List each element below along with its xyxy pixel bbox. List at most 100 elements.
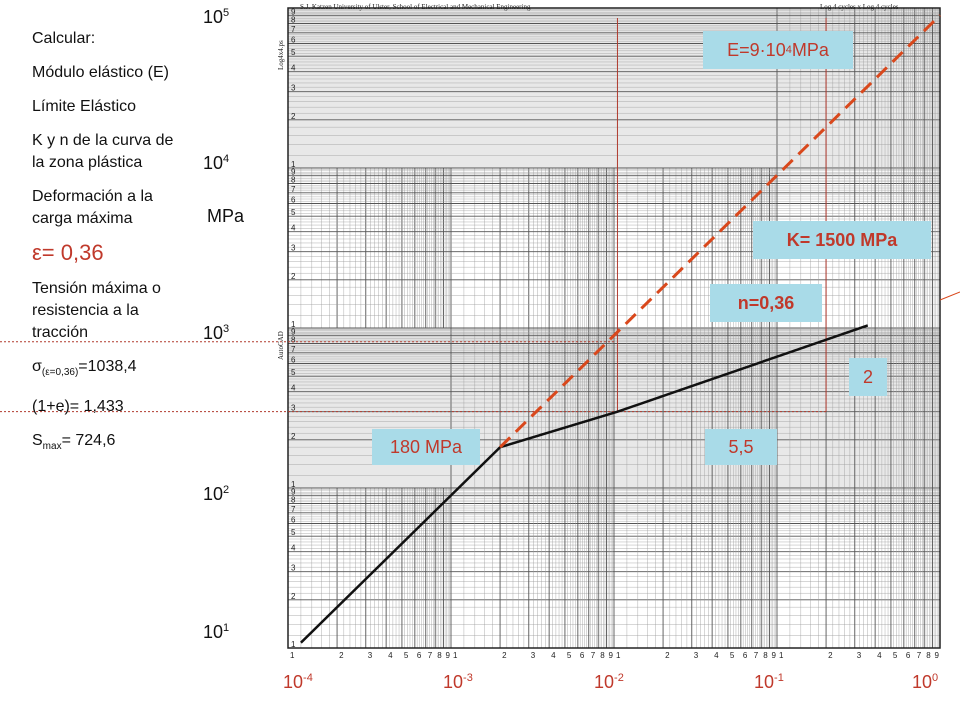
x-tick-label: 10-4 <box>283 672 313 692</box>
paper-x-digit: 6 <box>580 651 585 660</box>
paper-x-digit: 5 <box>567 651 572 660</box>
paper-x-digit: 1 <box>779 651 784 660</box>
paper-y-digit: 6 <box>291 35 296 44</box>
paper-x-digit: 7 <box>428 651 433 660</box>
log-grid <box>287 7 941 649</box>
paper-y-digit: 3 <box>291 564 296 573</box>
y-tick-label: 102 <box>203 484 230 504</box>
paper-y-digit: 7 <box>291 505 296 514</box>
paper-y-digit: 2 <box>291 592 296 601</box>
guide-lines <box>0 18 827 413</box>
rise-label: 2 <box>849 358 887 396</box>
paper-x-digit: 7 <box>917 651 922 660</box>
paper-x-digit: 8 <box>763 651 768 660</box>
paper-y-digit: 4 <box>291 224 296 233</box>
paper-y-digit: 1 <box>291 480 296 489</box>
x-tick-label: 10-3 <box>443 672 473 692</box>
item-kn: K y n de la curva de la zona plástica <box>32 132 174 171</box>
item-strain: Deformación a la carga máxima <box>32 188 153 227</box>
paper-y-digit: 9 <box>291 7 296 16</box>
k-label: K= 1500 MPa <box>753 221 931 259</box>
paper-y-digit: 9 <box>291 487 296 496</box>
paper-y-digit: 2 <box>291 272 296 281</box>
paper-y-digit: 8 <box>291 336 296 345</box>
paper-x-digit: 5 <box>893 651 898 660</box>
stress-strain-curve <box>300 324 869 644</box>
paper-y-digit: 8 <box>291 16 296 25</box>
paper-header-left: S.J. Katzen University of Ulster, School… <box>300 3 531 11</box>
paper-y-digit: 8 <box>291 496 296 505</box>
smax-value: = 724,6 <box>61 432 116 450</box>
y-axis-unit: MPa <box>207 206 245 226</box>
paper-y-digit: 3 <box>291 84 296 93</box>
paper-x-digit: 4 <box>877 651 882 660</box>
paper-x-digit: 2 <box>828 651 833 660</box>
paper-x-digit: 9 <box>446 651 451 660</box>
paper-x-digit: 3 <box>531 651 536 660</box>
paper-x-digit: 4 <box>551 651 556 660</box>
paper-x-digit: 5 <box>404 651 409 660</box>
paper-y-digit: 2 <box>291 112 296 121</box>
data-series <box>300 14 942 644</box>
paper-y-digit: 5 <box>291 48 296 57</box>
paper-x-digit: 3 <box>857 651 862 660</box>
sidebar-title: Calcular: <box>32 30 96 47</box>
paper-x-digit: 6 <box>417 651 422 660</box>
paper-y-digit: 2 <box>291 432 296 441</box>
paper-y-digit: 7 <box>291 185 296 194</box>
smax-line: Smax= 724,6 <box>32 430 182 458</box>
paper-x-digit: 7 <box>591 651 596 660</box>
paper-y-digit: 1 <box>291 320 296 329</box>
item-tensile: Tensión máxima o resistencia a la tracci… <box>32 280 161 341</box>
n-label: n=0,36 <box>710 284 822 322</box>
arrow-stub <box>939 291 960 301</box>
paper-x-digit: 9 <box>935 651 940 660</box>
yield-label: 180 MPa <box>372 429 480 465</box>
y-tick-label: 101 <box>203 622 230 642</box>
paper-y-digit: 9 <box>291 167 296 176</box>
paper-y-digit: 3 <box>291 244 296 253</box>
smax-subscript: max <box>42 441 62 453</box>
sigma-value: =1038,4 <box>78 358 137 375</box>
paper-x-digit: 1 <box>616 651 621 660</box>
paper-y-digit: 6 <box>291 195 296 204</box>
paper-y-digit: 4 <box>291 544 296 553</box>
paper-tick-digits: 1122334455667788991122334455667788991122… <box>290 7 940 660</box>
x-tick-label: 10-1 <box>754 672 784 692</box>
paper-y-digit: 9 <box>291 327 296 336</box>
y-tick-label: 105 <box>203 7 230 27</box>
paper-x-digit: 8 <box>600 651 605 660</box>
paper-y-digit: 5 <box>291 208 296 217</box>
paper-x-digit: 3 <box>694 651 699 660</box>
paper-x-digit: 9 <box>609 651 614 660</box>
paper-x-digit: 1 <box>453 651 458 660</box>
strain-value: ε= 0,36 <box>32 240 104 265</box>
modulus-label: E=9·10 4 MPa <box>703 31 853 69</box>
sigma-symbol: σ <box>32 358 42 375</box>
paper-x-digit: 5 <box>730 651 735 660</box>
paper-side-text: Log4x4.ps <box>277 40 285 70</box>
paper-y-digit: 4 <box>291 384 296 393</box>
sigma-line: σ(ε=0,36)=1038,4 <box>32 356 182 384</box>
paper-x-digit: 1 <box>290 651 295 660</box>
paper-y-digit: 7 <box>291 25 296 34</box>
x-tick-label: 10-2 <box>594 672 624 692</box>
x-tick-label: 100 <box>912 672 939 692</box>
item-modulus: Módulo elástico (E) <box>32 64 169 81</box>
paper-x-digit: 8 <box>437 651 442 660</box>
paper-y-digit: 6 <box>291 515 296 524</box>
paper-x-digit: 9 <box>772 651 777 660</box>
paper-y-digit: 8 <box>291 176 296 185</box>
paper-x-digit: 8 <box>926 651 931 660</box>
paper-y-digit: 5 <box>291 368 296 377</box>
paper-y-digit: 4 <box>291 64 296 73</box>
elastic-extension-line <box>499 14 942 449</box>
paper-x-digit: 4 <box>388 651 393 660</box>
paper-x-digit: 7 <box>754 651 759 660</box>
paper-y-digit: 1 <box>291 640 296 649</box>
sigma-subscript: (ε=0,36) <box>41 367 79 379</box>
paper-x-digit: 2 <box>339 651 344 660</box>
paper-y-digit: 3 <box>291 404 296 413</box>
smax-symbol: S <box>32 432 43 450</box>
